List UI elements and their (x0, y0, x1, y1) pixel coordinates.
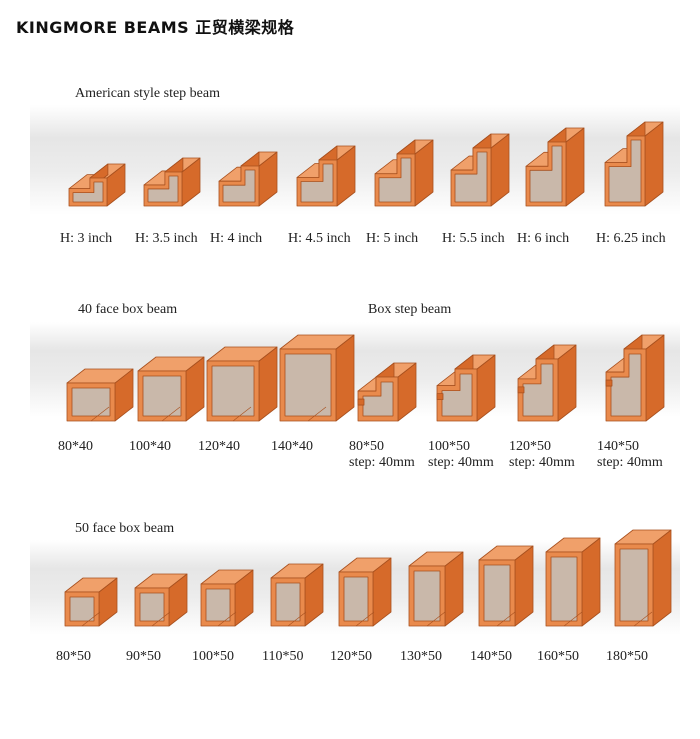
beam-size-label: 100*50 (428, 439, 470, 454)
beam-caption: 80*40 (58, 439, 93, 455)
beam-caption: 120*50 step: 40mm (509, 439, 575, 471)
beam-50-face-box-beam-100-50 (200, 569, 254, 627)
beam-caption: 80*50 step: 40mm (349, 439, 415, 471)
beam-40-face-box-beam-100-40 (137, 356, 205, 422)
beam-caption: H: 4 inch (210, 231, 262, 247)
beam-size-label: 80*40 (58, 439, 93, 454)
beam-step-label: step: 40mm (428, 455, 494, 470)
beam-size-label: H: 4.5 inch (288, 231, 351, 246)
beam-size-label: 100*50 (192, 649, 234, 664)
beam-size-label: 120*50 (509, 439, 551, 454)
beam-step-label: step: 40mm (597, 455, 663, 470)
section-title-american-style-step-beam: American style step beam (75, 86, 221, 101)
beam-caption: 160*50 (537, 649, 579, 665)
beam-american-style-step-beam-h-6-25-inch (604, 121, 664, 207)
beam-size-label: 120*50 (330, 649, 372, 664)
beam-size-label: 120*40 (198, 439, 240, 454)
beam-american-style-step-beam-h-6-inch (525, 127, 585, 207)
beam-caption: H: 6.25 inch (596, 231, 666, 247)
beam-caption: H: 5.5 inch (442, 231, 505, 247)
beam-american-style-step-beam-h-3-inch (68, 163, 126, 207)
section-title-50-face-box-beam: 50 face box beam (75, 521, 175, 536)
beam-size-label: 110*50 (262, 649, 304, 664)
section-title-40-face-box-beam: 40 face box beam (78, 302, 178, 317)
beam-50-face-box-beam-90-50 (134, 573, 188, 627)
beam-40-face-box-beam-120-40 (206, 346, 278, 422)
beam-size-label: H: 3 inch (60, 231, 113, 246)
section-title-box-step-beam: Box step beam (368, 302, 452, 317)
beam-box-step-beam-120-50 (517, 344, 577, 422)
beam-50-face-box-beam-140-50 (478, 545, 534, 627)
beam-caption: 140*50 (470, 649, 512, 665)
beam-size-label: 130*50 (400, 649, 442, 664)
beam-american-style-step-beam-h-5-5-inch (450, 133, 510, 207)
beam-50-face-box-beam-160-50 (545, 537, 601, 627)
beam-american-style-step-beam-h-4-inch (218, 151, 278, 207)
beam-caption: 120*40 (198, 439, 240, 455)
beam-50-face-box-beam-180-50 (614, 529, 672, 627)
beam-size-label: H: 6 inch (517, 231, 570, 246)
beam-size-label: H: 4 inch (210, 231, 263, 246)
beam-50-face-box-beam-130-50 (408, 551, 464, 627)
beam-caption: 100*50 (192, 649, 234, 665)
beam-size-label: H: 6.25 inch (596, 231, 666, 246)
beam-caption: 130*50 (400, 649, 442, 665)
page-title: KINGMORE BEAMS 正贸横梁规格 (16, 18, 295, 37)
beam-caption: 120*50 (330, 649, 372, 665)
beam-size-label: 180*50 (606, 649, 648, 664)
beam-caption: H: 4.5 inch (288, 231, 351, 247)
beam-caption: 110*50 (262, 649, 303, 665)
beam-size-label: 90*50 (126, 649, 161, 664)
beam-size-label: H: 5 inch (366, 231, 419, 246)
beam-caption: 90*50 (126, 649, 161, 665)
beam-size-label: 160*50 (537, 649, 579, 664)
beam-caption: 140*40 (271, 439, 313, 455)
beam-size-label: 80*50 (56, 649, 91, 664)
beam-size-label: 80*50 (349, 439, 384, 454)
beam-caption: 180*50 (606, 649, 648, 665)
beam-caption: H: 3 inch (60, 231, 112, 247)
beam-size-label: H: 3.5 inch (135, 231, 198, 246)
beam-caption: H: 6 inch (517, 231, 569, 247)
beam-50-face-box-beam-110-50 (270, 563, 324, 627)
beam-40-face-box-beam-140-40 (279, 334, 355, 422)
beam-step-label: step: 40mm (349, 455, 415, 470)
beam-caption: 140*50 step: 40mm (597, 439, 663, 471)
beam-caption: 80*50 (56, 649, 91, 665)
beam-50-face-box-beam-80-50 (64, 577, 118, 627)
beam-size-label: 100*40 (129, 439, 171, 454)
beam-40-face-box-beam-80-40 (66, 368, 134, 422)
beam-box-step-beam-80-50 (357, 362, 417, 422)
beam-box-step-beam-140-50 (605, 334, 665, 422)
beam-50-face-box-beam-120-50 (338, 557, 392, 627)
beam-size-label: 140*50 (597, 439, 639, 454)
beam-box-step-beam-100-50 (436, 354, 496, 422)
beam-american-style-step-beam-h-5-inch (374, 139, 434, 207)
beam-caption: H: 3.5 inch (135, 231, 198, 247)
beam-caption: 100*50 step: 40mm (428, 439, 494, 471)
beam-american-style-step-beam-h-3-5-inch (143, 157, 201, 207)
beam-step-label: step: 40mm (509, 455, 575, 470)
beam-size-label: 140*50 (470, 649, 512, 664)
beam-size-label: H: 5.5 inch (442, 231, 505, 246)
beam-american-style-step-beam-h-4-5-inch (296, 145, 356, 207)
beam-caption: 100*40 (129, 439, 171, 455)
beam-size-label: 140*40 (271, 439, 313, 454)
beam-caption: H: 5 inch (366, 231, 418, 247)
